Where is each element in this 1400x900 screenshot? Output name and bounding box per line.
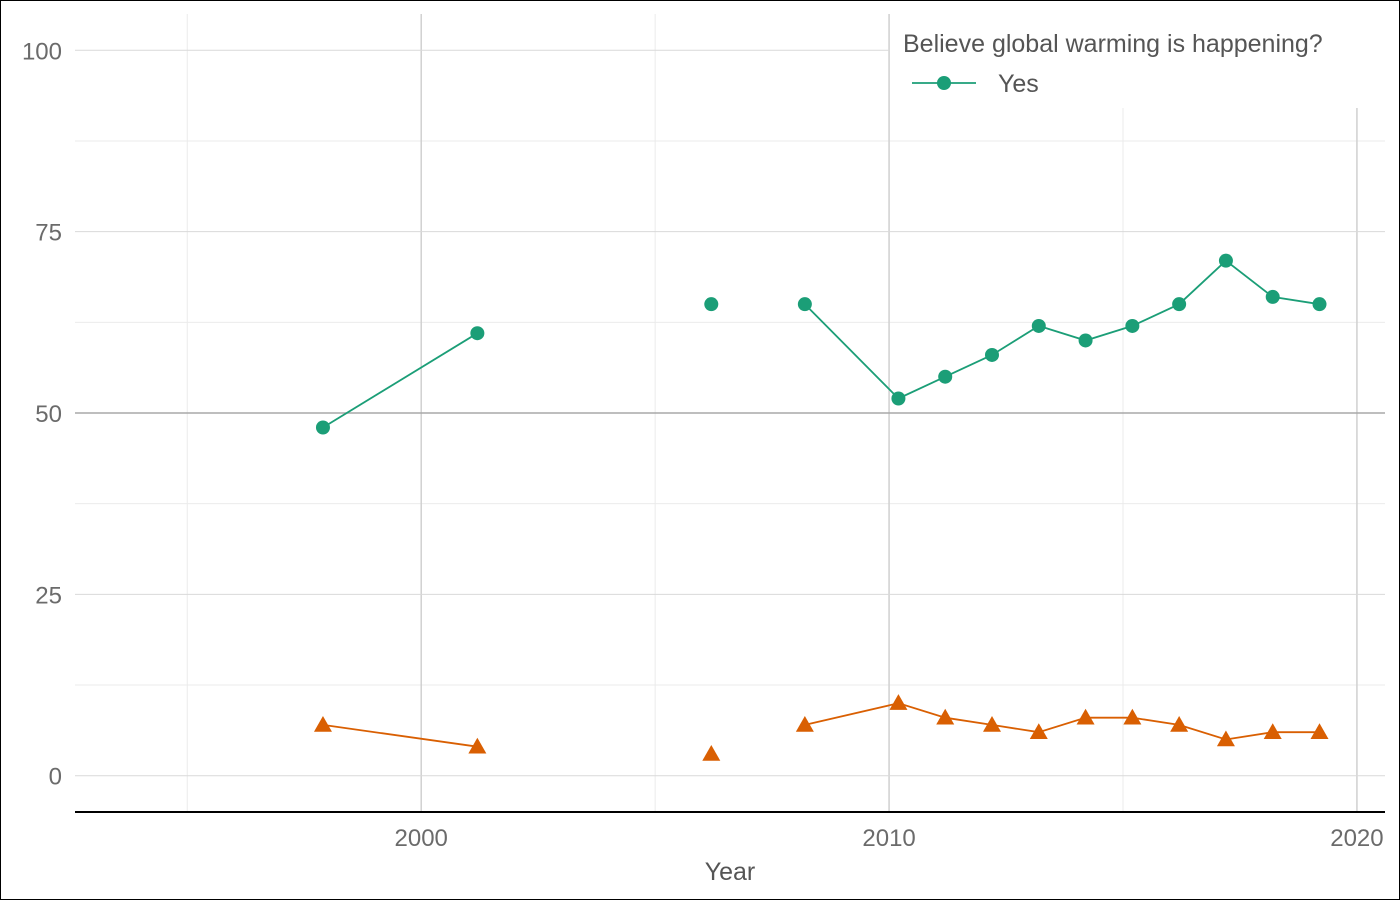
data-point — [470, 326, 485, 341]
data-point — [936, 708, 955, 725]
x-tick-labels: 2000 2010 2020 — [395, 825, 1384, 852]
data-point — [702, 744, 721, 761]
data-point — [1125, 318, 1140, 333]
data-point — [1123, 708, 1142, 725]
data-point — [1265, 289, 1280, 304]
data-point — [1078, 333, 1093, 348]
data-point — [704, 297, 719, 312]
y-tick-label: 75 — [35, 220, 62, 247]
y-tick-label: 100 — [22, 38, 62, 65]
x-axis-title: Year — [705, 858, 756, 886]
data-point — [1172, 297, 1187, 312]
x-tick-label: 2000 — [395, 825, 448, 852]
data-point — [1263, 723, 1282, 739]
x-tick-label: 2020 — [1330, 825, 1383, 852]
legend-title: Believe global warming is happening? — [903, 30, 1323, 58]
y-tick-label: 50 — [35, 401, 62, 428]
data-point — [1031, 318, 1046, 333]
data-point — [313, 715, 332, 732]
y-tick-label: 25 — [35, 582, 62, 609]
series-line — [804, 702, 1320, 741]
series-line — [322, 332, 478, 429]
series-line — [322, 724, 478, 748]
data-point — [985, 347, 999, 362]
data-point — [1312, 297, 1327, 312]
data-point — [795, 715, 814, 732]
series-line — [804, 259, 1320, 400]
legend-key-marker — [937, 76, 951, 90]
data-point — [797, 297, 812, 312]
legend-entries: Yes — [912, 70, 1039, 98]
data-point — [891, 391, 906, 406]
y-tick-labels: 0 25 50 75 100 — [22, 38, 62, 790]
data-point — [938, 369, 953, 384]
data-point — [1216, 730, 1235, 747]
series-layer — [313, 253, 1329, 761]
data-point — [889, 694, 908, 710]
data-point — [315, 420, 330, 435]
x-tick-label: 2010 — [862, 825, 915, 852]
data-point — [1310, 723, 1329, 739]
series-yes — [315, 253, 1327, 435]
y-tick-label: 0 — [49, 764, 62, 791]
legend-label: Yes — [998, 70, 1039, 98]
data-point — [1170, 715, 1189, 732]
series-1 — [313, 694, 1329, 761]
data-point — [1076, 708, 1095, 725]
minor-gridlines — [75, 14, 1385, 812]
legend: Believe global warming is happening? Yes — [903, 30, 1323, 98]
data-point — [1218, 253, 1233, 268]
data-point — [468, 737, 487, 754]
data-point — [983, 715, 1001, 732]
data-point — [1029, 723, 1048, 739]
legend-key — [912, 76, 976, 90]
